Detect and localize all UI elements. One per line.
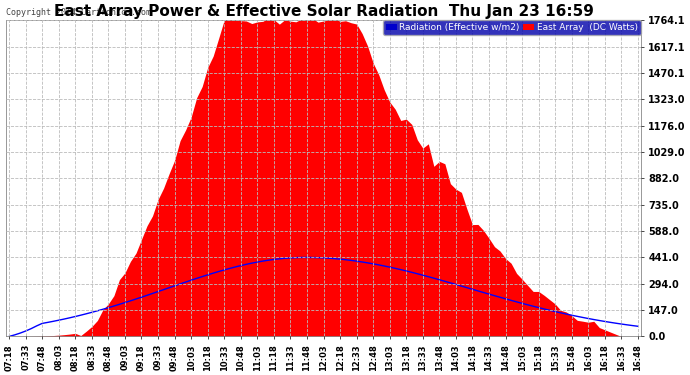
Text: Copyright 2014 Cartronics.com: Copyright 2014 Cartronics.com [6, 8, 151, 17]
Legend: Radiation (Effective w/m2), East Array  (DC Watts): Radiation (Effective w/m2), East Array (… [383, 20, 641, 35]
Title: East Array Power & Effective Solar Radiation  Thu Jan 23 16:59: East Array Power & Effective Solar Radia… [54, 4, 593, 19]
